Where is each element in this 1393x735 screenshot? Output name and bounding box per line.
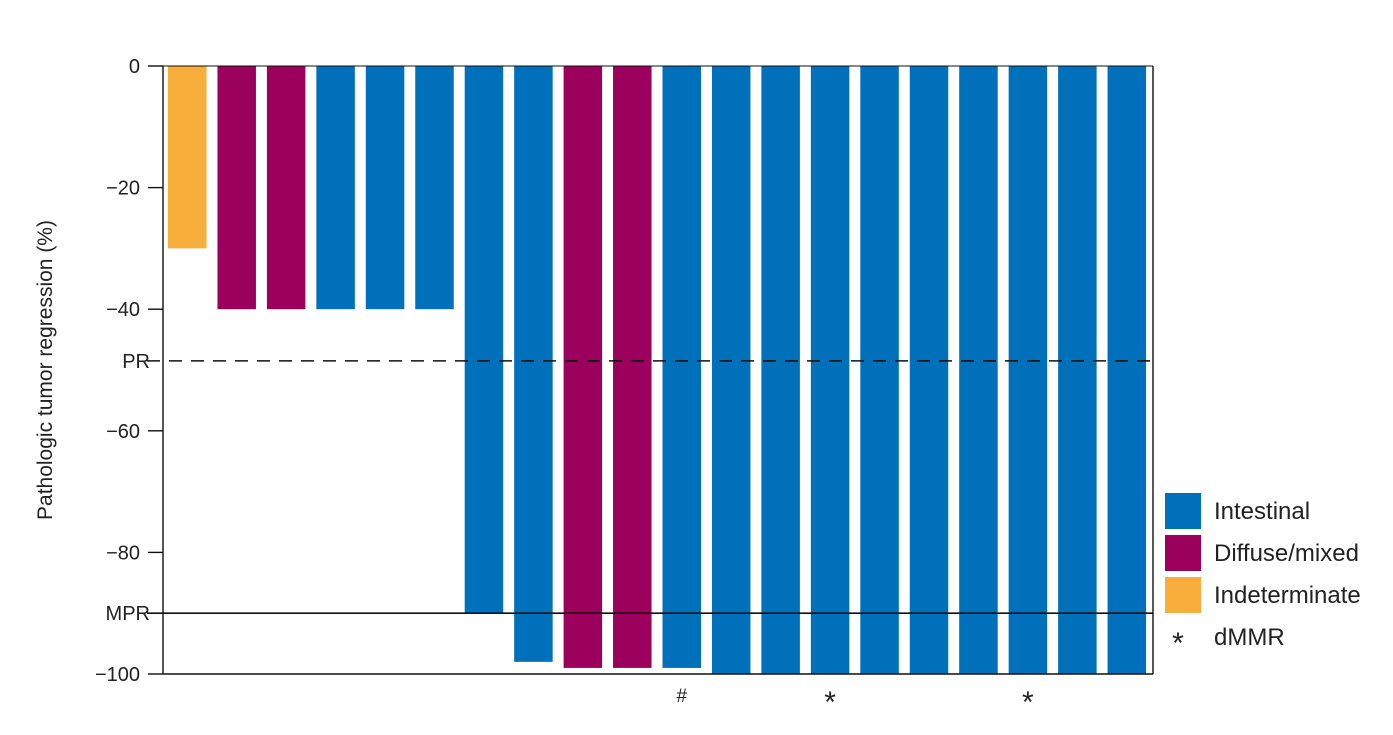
bar-19 [1058, 66, 1097, 674]
y-tick-label--80: −80 [106, 542, 140, 564]
bar-marker-14: * [824, 686, 836, 719]
legend: Intestinal Diffuse/mixed Indeterminate * dMM… [1165, 493, 1361, 660]
bar-16 [909, 66, 949, 674]
legend-label-indeterminate: Indeterminate [1214, 582, 1361, 609]
bar-8 [514, 66, 553, 662]
bar-17 [959, 66, 998, 674]
y-tick-label--40: −40 [106, 299, 140, 321]
bar-14 [810, 66, 850, 674]
y-tick-label--60: −60 [106, 421, 140, 443]
bar-2 [217, 66, 256, 310]
bars-layer [168, 66, 1147, 674]
y-tick-label--100: −100 [95, 664, 140, 686]
legend-label-dmmr: dMMR [1214, 624, 1285, 651]
y-tick-label--20: −20 [106, 178, 140, 200]
bar-9 [563, 66, 603, 668]
reference-label-pr: PR [122, 351, 150, 373]
bar-marker-11: # [676, 686, 687, 707]
bar-1 [168, 66, 207, 249]
legend-swatch-intestinal [1165, 493, 1201, 529]
bar-5 [365, 66, 405, 310]
legend-label-intestinal: Intestinal [1214, 498, 1310, 525]
bar-markers-layer: # * * [676, 686, 1034, 719]
reference-label-mpr: MPR [106, 603, 150, 625]
bar-11 [662, 66, 701, 668]
bar-18 [1008, 66, 1048, 674]
bar-3 [266, 66, 306, 310]
legend-label-diffuse-mixed: Diffuse/mixed [1214, 540, 1359, 567]
bar-7 [464, 66, 504, 614]
y-tick-label-0: 0 [129, 56, 140, 78]
bar-15 [860, 66, 899, 674]
legend-symbol-dmmr: * [1172, 627, 1184, 660]
bar-marker-18: * [1022, 686, 1034, 719]
bar-20 [1107, 66, 1147, 674]
y-axis-label: Pathologic tumor regression (%) [34, 220, 57, 520]
axes-layer: 0 −20 −40 −60 −80 −100 [95, 56, 1154, 686]
legend-swatch-indeterminate [1165, 577, 1201, 613]
bar-4 [316, 66, 355, 310]
bar-13 [761, 66, 800, 674]
bar-12 [711, 66, 751, 674]
bar-10 [613, 66, 652, 668]
bar-6 [415, 66, 454, 310]
legend-swatch-diffuse-mixed [1165, 535, 1201, 571]
reference-lines-layer: PR MPR [106, 351, 1153, 625]
